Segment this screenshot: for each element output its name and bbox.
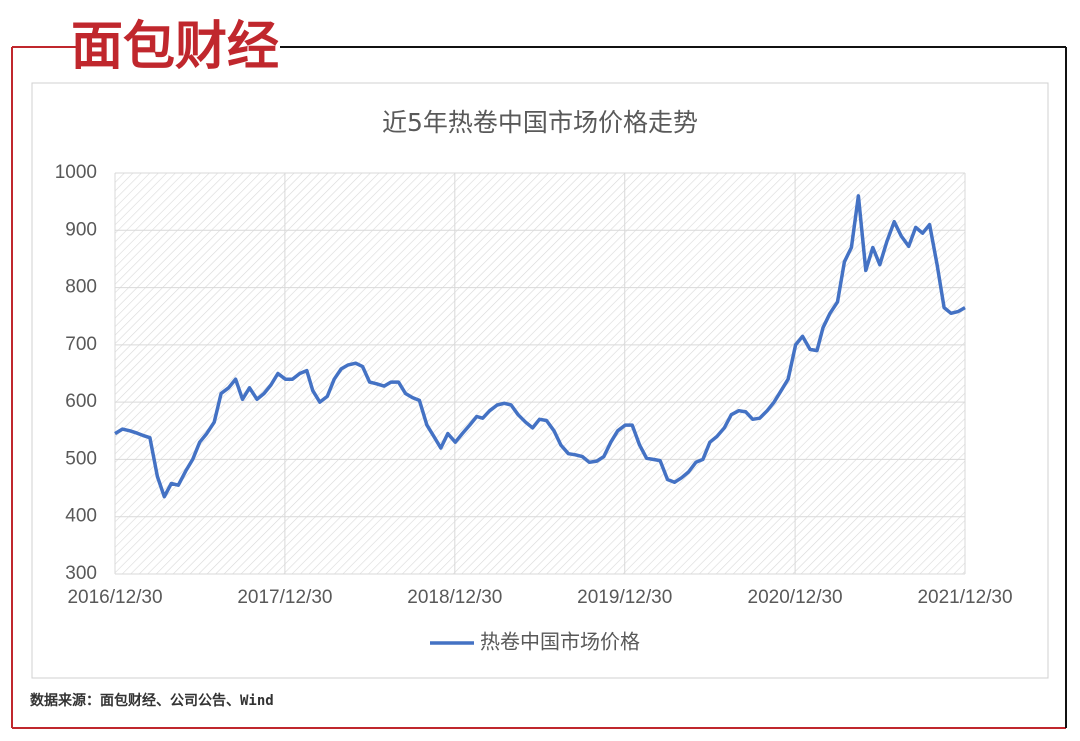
logo: 面包财经 [71,17,279,77]
y-tick-label: 900 [65,219,97,240]
plot-area [115,173,965,574]
x-tick-label: 2018/12/30 [407,587,502,608]
y-tick-label: 600 [65,391,97,412]
chart-title: 近5年热卷中国市场价格走势 [382,108,698,137]
legend-label: 热卷中国市场价格 [480,630,640,654]
x-tick-label: 2020/12/30 [748,587,843,608]
x-tick-label: 2021/12/30 [917,587,1012,608]
x-tick-label: 2016/12/30 [67,587,162,608]
y-tick-label: 300 [65,563,97,584]
y-tick-label: 1000 [55,162,97,183]
y-tick-label: 800 [65,277,97,298]
source-note: 数据来源：面包财经、公司公告、Wind [30,692,274,709]
y-tick-label: 700 [65,334,97,355]
data-line [114,194,966,499]
y-tick-label: 400 [65,506,97,527]
y-tick-label: 500 [65,448,97,469]
x-tick-label: 2017/12/30 [237,587,332,608]
x-tick-label: 2019/12/30 [577,587,672,608]
